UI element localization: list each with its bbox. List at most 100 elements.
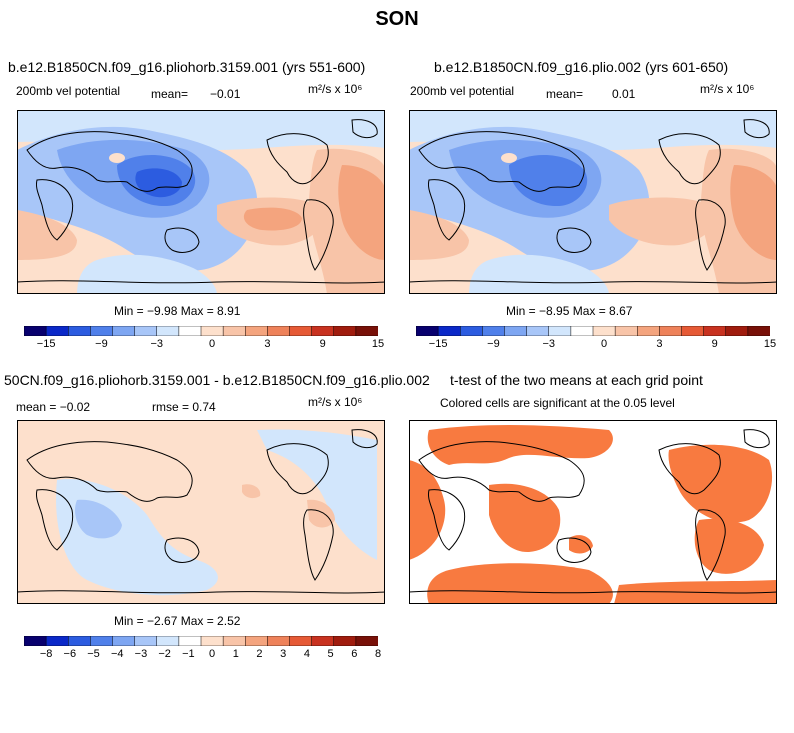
field-local-high (109, 153, 125, 163)
colorbar-swatch (134, 636, 158, 646)
colorbar-tick-label: 4 (303, 648, 310, 660)
colorbar-tick-label: 3 (656, 338, 663, 350)
coast-north-america (658, 133, 721, 185)
colorbar-tick-label: 9 (711, 338, 718, 350)
field-low-south (469, 254, 609, 294)
colorbar-swatch (333, 326, 357, 336)
colorbar-tick-label: −4 (110, 648, 124, 660)
coast-africa (36, 489, 74, 551)
colorbar-swatch (245, 326, 268, 336)
colorbar-tick-label: 15 (371, 338, 385, 350)
colorbar-tick-label: 0 (601, 338, 608, 350)
colorbar-swatch (355, 636, 378, 646)
coastlines (409, 429, 777, 594)
coast-south-america (303, 509, 334, 581)
coast-south-america (695, 199, 726, 271)
colorbar-tick-label: −9 (95, 338, 108, 350)
colorbar-tick-label: 15 (763, 338, 777, 350)
panel2-units: m²/s x 10⁶ (700, 82, 755, 96)
colorbar-swatch (681, 326, 705, 336)
colorbar-tick-label: 8 (374, 648, 382, 660)
colorbar-tick-label: 1 (232, 648, 239, 660)
sig-south-west (427, 563, 613, 604)
colorbar-tick-label: −5 (87, 648, 100, 660)
field-low-deep (509, 154, 588, 207)
coast-antarctica (409, 280, 777, 284)
colorbar-swatch (90, 326, 114, 336)
panel2-colorbar-labels: −15 −9 −3 0 3 9 15 (416, 338, 776, 352)
field-high-east-core (338, 165, 385, 260)
colorbar-tick-label: −3 (542, 338, 556, 350)
colorbar-swatch (289, 326, 313, 336)
colorbar-swatch (614, 326, 638, 336)
figure-title: SON (375, 8, 419, 30)
colorbar-tick-label: −8 (39, 648, 53, 660)
panel1-variable: 200mb vel potential (16, 84, 121, 98)
colorbar-swatch (245, 636, 268, 646)
colorbar-swatch (68, 636, 91, 646)
coast-africa (428, 179, 466, 241)
colorbar-tick-label: 3 (264, 338, 271, 350)
colorbar-tick-label: 5 (327, 648, 334, 660)
coast-greenland (351, 119, 378, 139)
colorbar-swatch (68, 326, 91, 336)
colorbar-swatch (90, 636, 114, 646)
panel1-units: m²/s x 10⁶ (308, 82, 363, 96)
colorbar-swatch (311, 326, 335, 336)
sig-east-block (668, 444, 773, 523)
panel4-title: t-test of the two means at each grid poi… (450, 372, 703, 388)
diff-high-pocket (307, 499, 335, 528)
colorbar-swatch (112, 326, 136, 336)
colorbar-swatch (703, 326, 727, 336)
panel1-map (17, 110, 385, 294)
colorbar-swatch (134, 326, 158, 336)
field-high-west (409, 210, 469, 260)
colorbar-tick-label: −3 (150, 338, 164, 350)
coast-antarctica (17, 280, 385, 284)
coast-greenland (743, 429, 770, 449)
colorbar-tick-label: 0 (209, 648, 216, 660)
panel3-colorbar-labels: −8 −6 −5 −4 −3 −2 −1 0 1 2 3 4 5 6 8 (24, 648, 381, 662)
colorbar-swatch (570, 326, 594, 336)
colorbar-swatch (482, 326, 506, 336)
map-frame (17, 420, 385, 604)
colorbar-swatch (311, 636, 335, 646)
coast-australia (556, 227, 592, 253)
coast-eurasia (418, 441, 585, 502)
coast-north-america (266, 133, 329, 185)
panel1-title: b.e12.B1850CN.f09_g16.pliohorb.3159.001 … (8, 59, 366, 75)
coastlines (17, 119, 385, 284)
colorbar-swatch (289, 636, 313, 646)
panel3-rmse: rmse = 0.74 (152, 400, 216, 414)
coast-south-america (695, 509, 726, 581)
colorbar-swatch (504, 326, 528, 336)
colorbar-tick-label: −3 (134, 648, 148, 660)
panel3-mean: mean = −0.02 (16, 400, 91, 414)
colorbar-swatch (267, 326, 291, 336)
colorbar-swatch (460, 326, 483, 336)
diff-low-east (257, 429, 377, 560)
coast-eurasia (418, 131, 585, 192)
field-high-southeast-core (243, 207, 302, 231)
panel1-colorbar (24, 326, 378, 336)
colorbar-swatch (112, 636, 136, 646)
diff-low-west-core (75, 499, 122, 539)
coast-australia (556, 537, 592, 563)
colorbar-tick-label: −9 (487, 338, 500, 350)
significant-cells (409, 425, 777, 604)
panel2-variable: 200mb vel potential (410, 84, 515, 98)
panel4-subtitle: Colored cells are significant at the 0.0… (440, 396, 675, 410)
panel2-mean-label: mean= (546, 87, 584, 101)
colorbar-tick-label: −2 (158, 648, 171, 660)
colorbar-swatch (24, 636, 47, 646)
panel2-map (409, 110, 777, 294)
colorbar-tick-label: 0 (209, 338, 216, 350)
colorbar-swatch (24, 326, 47, 336)
coast-north-america (658, 443, 721, 495)
coast-australia (164, 227, 200, 253)
colorbar-tick-label: −1 (182, 648, 195, 660)
colorbar-swatch (659, 326, 683, 336)
colorbar-swatch (355, 326, 378, 336)
field-high-east-core (730, 165, 777, 260)
colorbar-swatch (333, 636, 357, 646)
